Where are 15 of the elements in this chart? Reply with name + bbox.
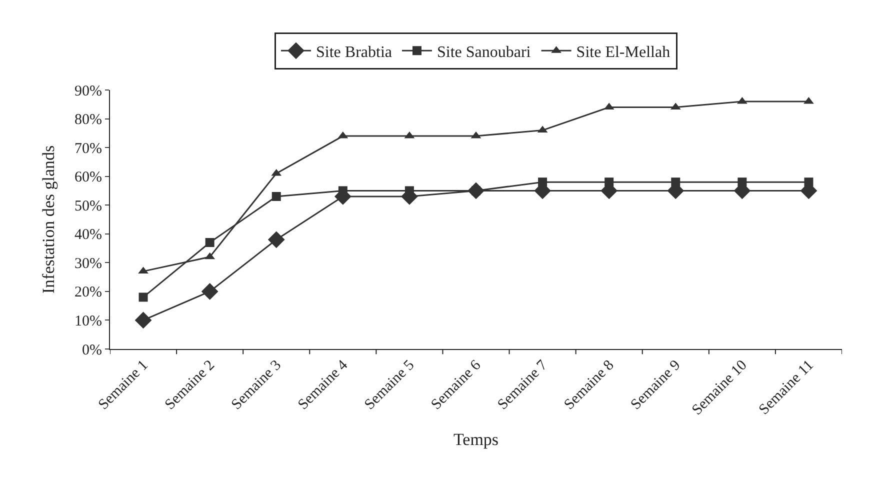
- y-axis-title: Infestation des glands: [39, 145, 58, 294]
- x-axis-title: Temps: [453, 430, 499, 449]
- legend-label: Site Brabtia: [316, 44, 392, 61]
- y-tick-label: 0%: [82, 342, 102, 358]
- y-tick-label: 90%: [74, 83, 102, 100]
- y-tick-label: 60%: [74, 170, 102, 186]
- y-tick-label: 10%: [74, 313, 102, 330]
- y-tick-label: 80%: [74, 112, 102, 128]
- y-tick-label: 30%: [74, 256, 102, 272]
- legend-label: Site Sanoubari: [436, 44, 532, 61]
- y-tick-label: 50%: [74, 198, 102, 214]
- y-tick-label: 40%: [74, 227, 102, 244]
- y-tick-label: 20%: [74, 284, 102, 301]
- y-tick-label: 70%: [74, 140, 102, 157]
- legend-label: Site El-Mellah: [576, 44, 670, 61]
